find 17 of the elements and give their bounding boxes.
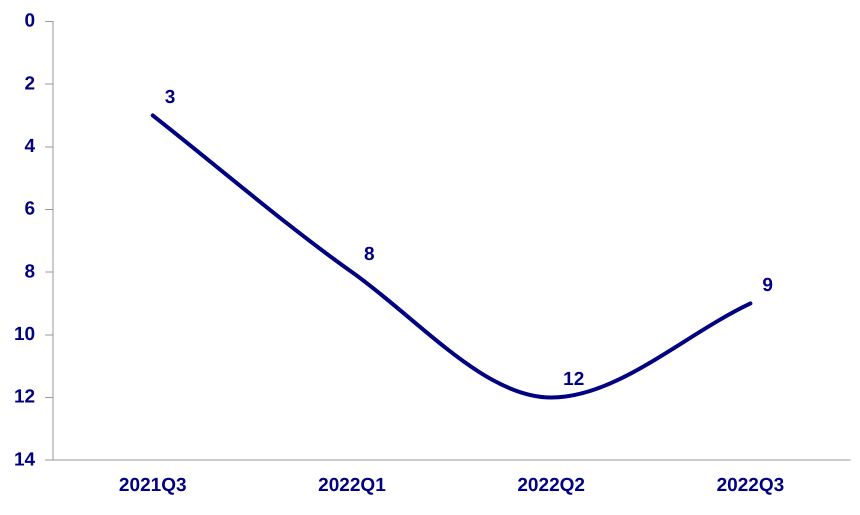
y-tick-label: 6 — [24, 198, 36, 220]
data-label: 3 — [164, 87, 176, 108]
line-series — [150, 113, 752, 400]
x-tick-label: 2021Q3 — [118, 474, 187, 496]
data-label: 9 — [762, 275, 773, 296]
y-tick-label: 2 — [24, 73, 36, 94]
y-tick-label: 0 — [24, 10, 36, 32]
data-label: 12 — [563, 369, 584, 390]
y-tick-label: 8 — [24, 261, 36, 282]
y-tick-label: 14 — [14, 449, 36, 470]
x-tick-label: 2022Q1 — [318, 474, 386, 496]
y-tick-label: 4 — [24, 136, 36, 158]
x-tick-label: 2022Q2 — [517, 474, 585, 496]
data-label: 8 — [364, 244, 375, 265]
y-tick-label: 12 — [14, 386, 36, 408]
x-tick-label: 2022Q3 — [716, 474, 784, 496]
y-tick-label: 10 — [14, 324, 36, 346]
